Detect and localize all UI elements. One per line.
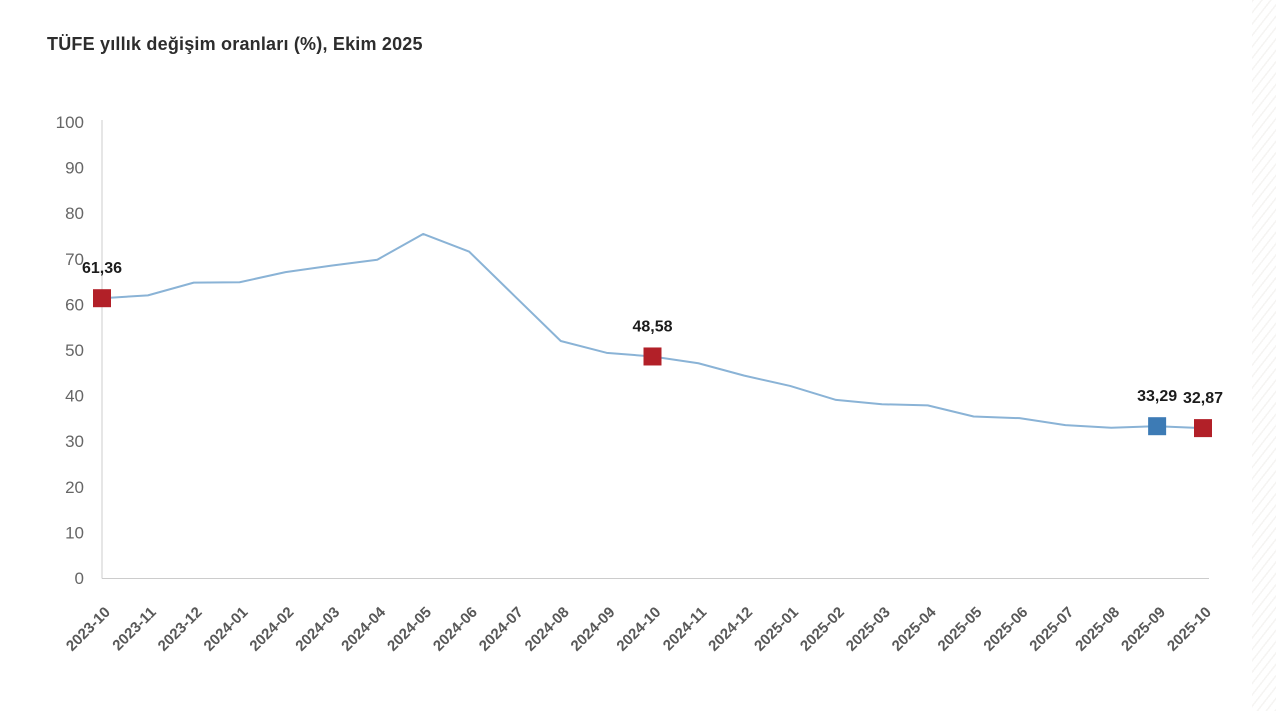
chart-title: TÜFE yıllık değişim oranları (%), Ekim 2… — [47, 34, 423, 54]
x-axis-tick-label: 2024-06 — [430, 604, 481, 655]
highlight-marker — [643, 347, 662, 366]
y-axis-tick-label: 30 — [65, 432, 84, 451]
y-axis-tick-label: 60 — [65, 295, 84, 314]
x-axis-tick-label: 2025-06 — [980, 604, 1031, 655]
x-axis-tick-label: 2024-04 — [338, 603, 389, 654]
x-axis-tick-label: 2024-12 — [705, 604, 756, 655]
data-label: 32,87 — [1183, 390, 1223, 407]
x-axis-tick-labels: 2023-102023-112023-122024-012024-022024-… — [63, 603, 1215, 654]
y-axis-tick-label: 20 — [65, 478, 84, 497]
y-axis-tick-label: 40 — [65, 387, 84, 406]
highlight-markers-group: 61,36 48,58 33,29 32,87 — [82, 260, 1223, 438]
x-axis-tick-label: 2025-02 — [797, 604, 848, 655]
x-axis-tick-label: 2024-09 — [567, 604, 618, 655]
y-axis-tick-label: 0 — [75, 569, 84, 588]
y-axis-tick-label: 100 — [56, 113, 84, 132]
data-label: 48,58 — [632, 318, 672, 335]
x-axis-tick-label: 2025-08 — [1072, 604, 1123, 655]
x-axis-tick-label: 2024-05 — [384, 604, 435, 655]
y-axis-tick-label: 70 — [65, 250, 84, 269]
y-axis-tick-label: 80 — [65, 204, 84, 223]
x-axis-tick-label: 2025-05 — [934, 604, 985, 655]
x-axis-tick-label: 2025-03 — [843, 604, 894, 655]
x-axis-tick-label: 2024-03 — [292, 604, 343, 655]
x-axis-tick-label: 2024-10 — [613, 604, 664, 655]
data-label: 61,36 — [82, 260, 122, 277]
highlight-marker — [1194, 419, 1212, 438]
data-label: 33,29 — [1137, 388, 1177, 405]
x-axis-tick-label: 2024-02 — [246, 604, 297, 655]
y-axis-tick-label: 90 — [65, 159, 84, 178]
x-axis-tick-label: 2025-07 — [1026, 604, 1077, 655]
x-axis-tick-label: 2025-01 — [751, 604, 802, 655]
x-axis-tick-label: 2024-11 — [660, 604, 710, 654]
x-axis-tick-label: 2024-01 — [200, 604, 251, 655]
x-axis-tick-label: 2025-10 — [1164, 604, 1215, 655]
y-axis-tick-labels: 0 10 20 30 40 50 60 70 80 90 100 — [56, 113, 84, 588]
y-axis-tick-label: 50 — [65, 341, 84, 360]
x-axis-tick-label: 2025-04 — [889, 603, 940, 654]
x-axis-tick-label: 2023-10 — [63, 604, 114, 655]
x-axis-tick-label: 2024-08 — [522, 604, 573, 655]
x-axis-tick-label: 2024-07 — [476, 604, 527, 655]
x-axis-tick-label: 2023-12 — [155, 604, 206, 655]
x-axis-tick-label: 2025-09 — [1118, 604, 1169, 655]
highlight-marker — [1148, 417, 1167, 436]
highlight-marker — [93, 289, 111, 308]
x-axis-tick-label: 2023-11 — [109, 604, 159, 654]
y-axis-tick-label: 10 — [65, 523, 84, 542]
